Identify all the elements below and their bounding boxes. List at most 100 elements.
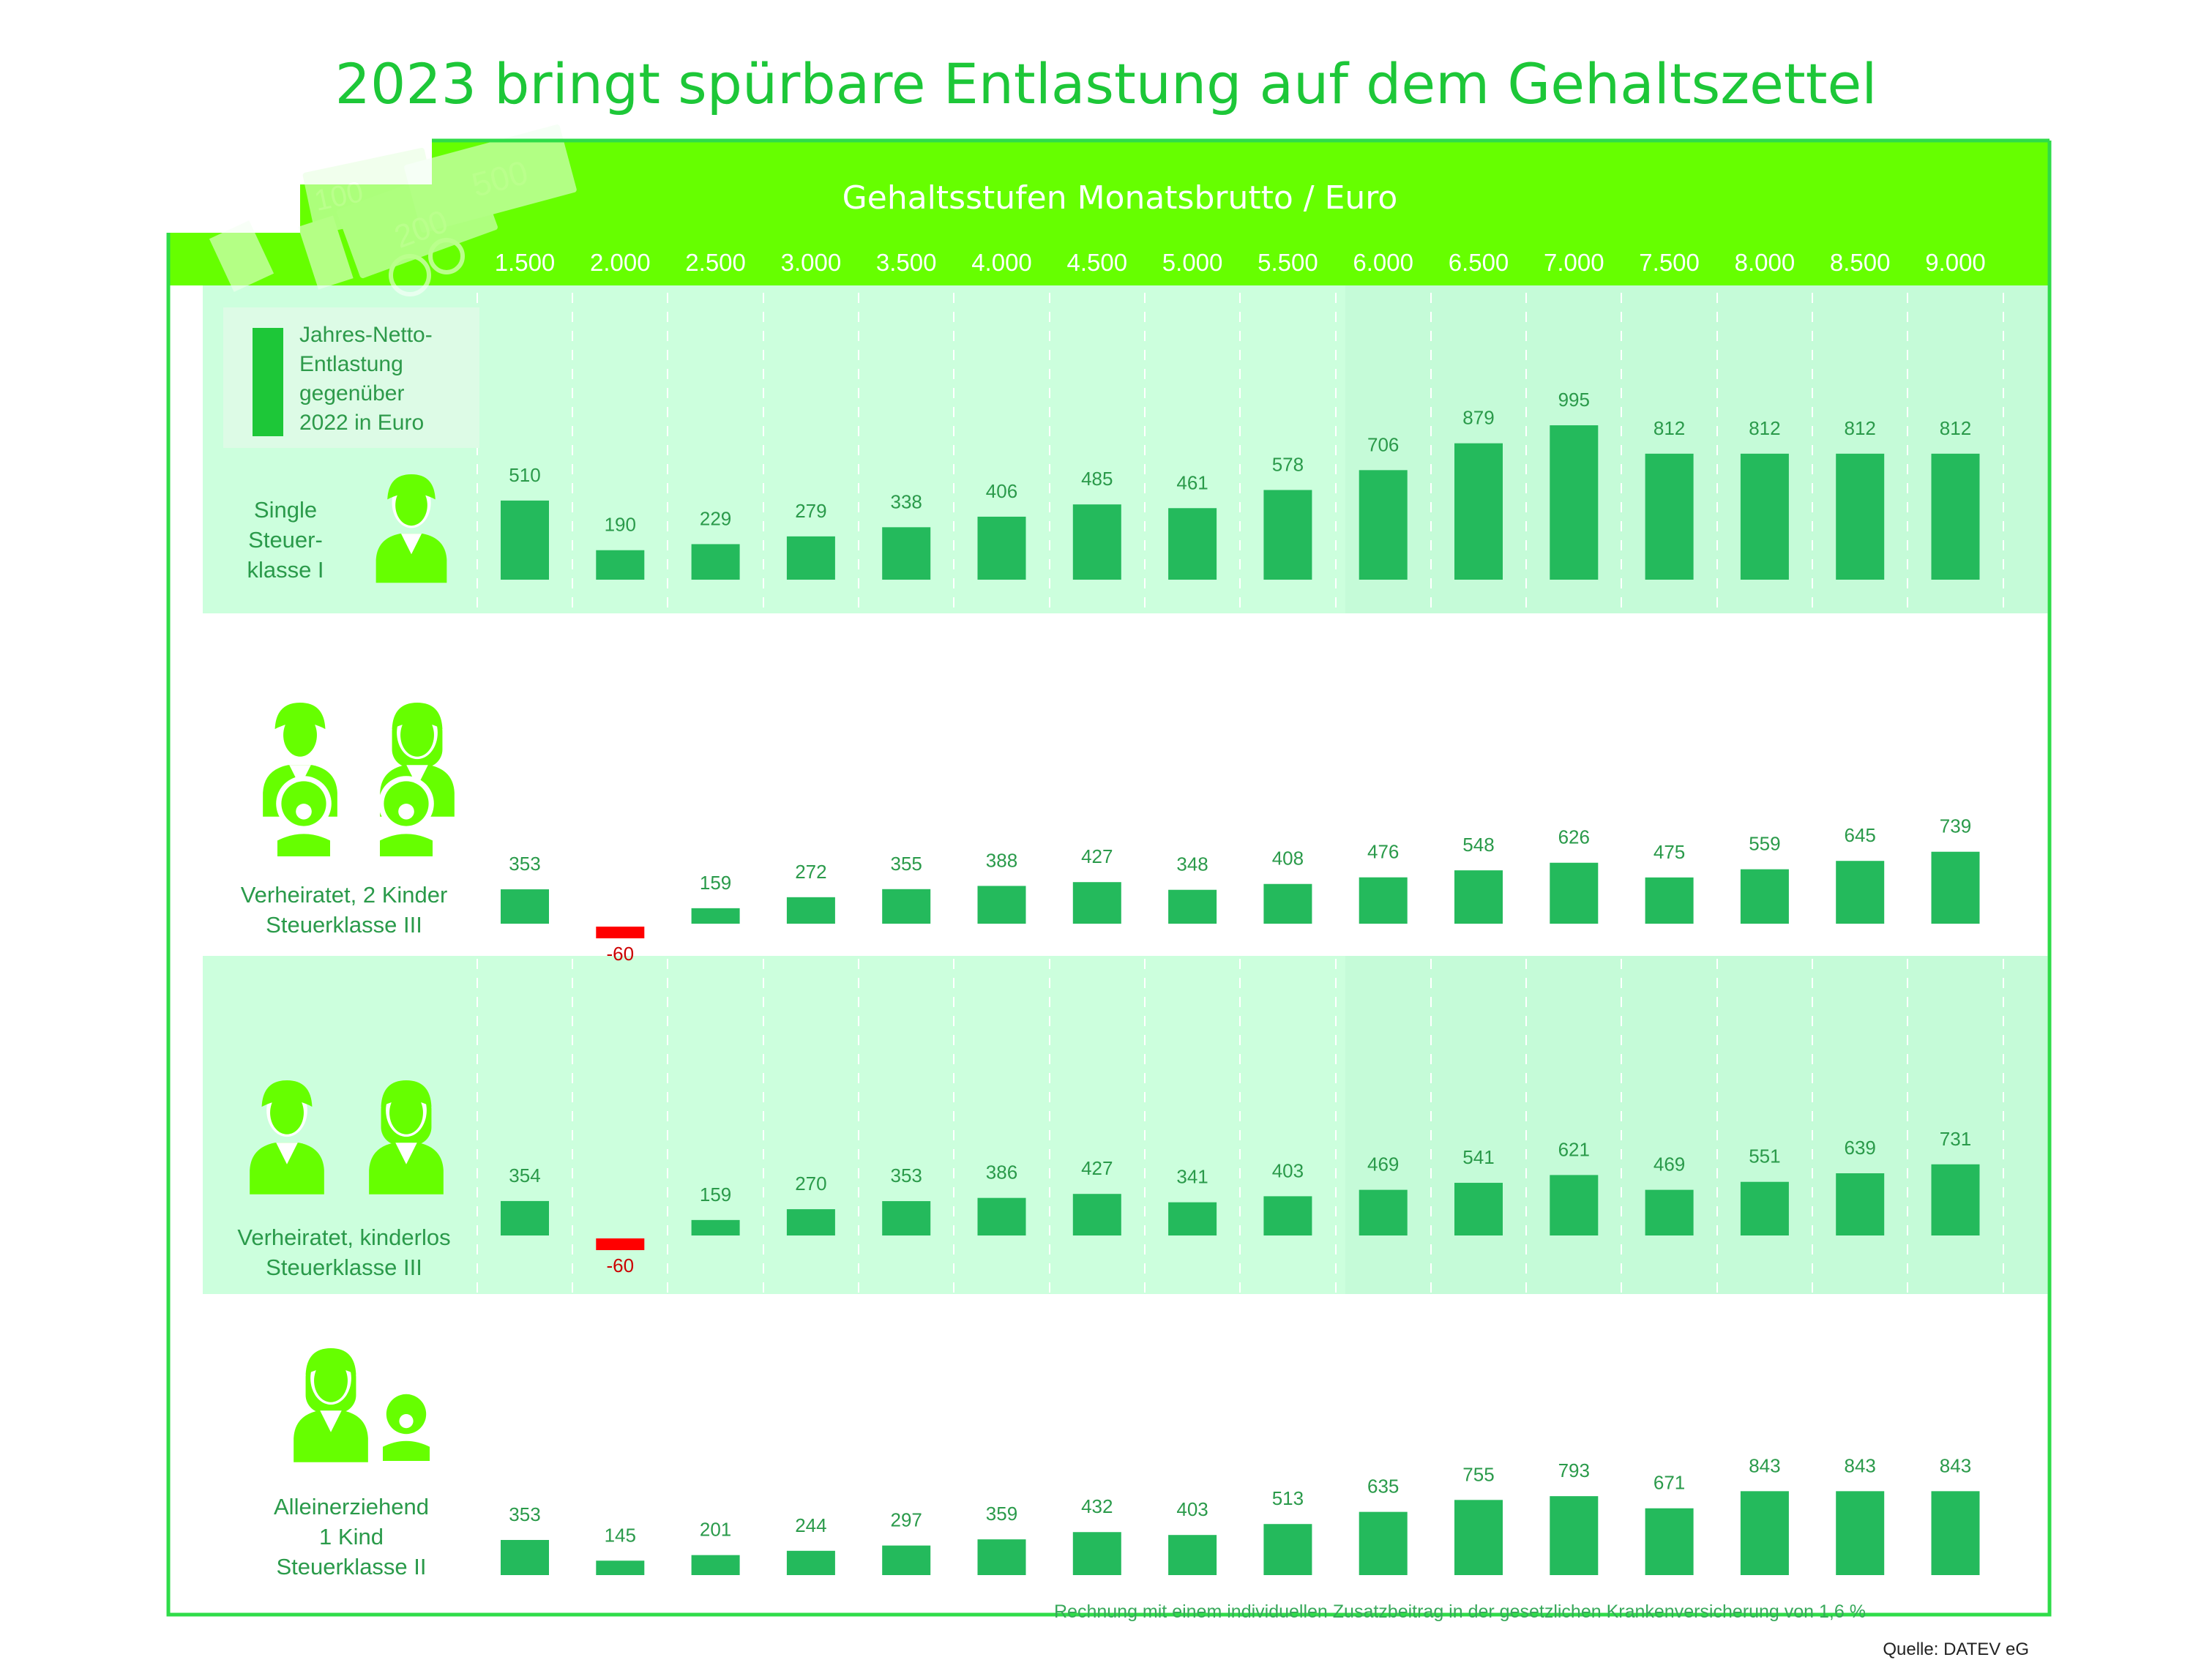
banknote-ring xyxy=(389,254,431,296)
bar-value-label: 731 xyxy=(1940,1128,1971,1150)
bar-value-label: 159 xyxy=(700,872,731,894)
bar-value-label: 272 xyxy=(795,861,826,883)
bar-value-label: 995 xyxy=(1558,389,1590,411)
bar-value-label: 388 xyxy=(986,849,1017,871)
bar-value-label: 510 xyxy=(509,464,540,486)
group-label-single-parent: Alleinerziehend 1 Kind Steuerklasse II xyxy=(274,1494,429,1579)
row-bands xyxy=(203,285,2048,1294)
banknote-500 xyxy=(404,124,577,233)
x-tick-label: 5.000 xyxy=(1162,249,1223,276)
bar-value-label: 244 xyxy=(795,1514,826,1536)
bar xyxy=(1740,1181,1789,1235)
bar xyxy=(1263,883,1312,924)
x-tick-label: 6.500 xyxy=(1449,249,1509,276)
bar xyxy=(1550,425,1599,580)
bar xyxy=(501,500,549,580)
bar xyxy=(1263,490,1312,580)
bar-value-label: 621 xyxy=(1558,1138,1590,1160)
bar-value-label: 297 xyxy=(891,1509,922,1531)
bar xyxy=(1645,1508,1694,1575)
bar-value-label: 353 xyxy=(509,1503,540,1525)
bar-value-label: 338 xyxy=(891,490,922,512)
bar xyxy=(1931,851,1980,924)
single-parent-child-icon xyxy=(381,1389,431,1461)
bar xyxy=(1740,1491,1789,1575)
group-label-single: Single Steuer- klasse I xyxy=(247,497,324,583)
bar xyxy=(1931,1491,1980,1575)
x-tick-label: 2.000 xyxy=(590,249,651,276)
x-tick-label: 9.000 xyxy=(1925,249,1986,276)
banknote-stripe xyxy=(209,220,274,292)
bar-value-label: 201 xyxy=(700,1519,731,1541)
header-band: 500 200 100 Gehaltsstufen Monatsbrutto /… xyxy=(168,124,2050,296)
bar-value-label: 812 xyxy=(1940,417,1971,439)
x-tick-label: 3.000 xyxy=(781,249,842,276)
frame-border xyxy=(166,138,2052,1617)
group-label-family: Verheiratet, 2 Kinder Steuerklasse III xyxy=(240,882,448,938)
bar-value-label: 408 xyxy=(1272,848,1304,870)
banknote-stripe-2 xyxy=(298,215,354,290)
bar-value-label: 354 xyxy=(509,1164,540,1186)
bar-negative xyxy=(596,927,645,938)
bar xyxy=(1072,504,1121,580)
bar xyxy=(1454,870,1503,924)
x-tick-label: 1.500 xyxy=(495,249,556,276)
bar-value-label: 432 xyxy=(1081,1495,1113,1517)
bar-negative xyxy=(596,1238,645,1250)
bar xyxy=(1550,1175,1599,1235)
bar-value-label: 812 xyxy=(1845,417,1876,439)
bar xyxy=(596,1560,645,1575)
bar-value-label: 403 xyxy=(1272,1159,1304,1181)
x-tick-label: 2.500 xyxy=(685,249,746,276)
bar-value-label: 793 xyxy=(1558,1459,1590,1481)
bar xyxy=(786,1550,835,1575)
bar-value-label: 406 xyxy=(986,480,1017,502)
band-shade-couple xyxy=(1345,956,2048,1294)
x-tick-label: 8.000 xyxy=(1735,249,1796,276)
bar xyxy=(1931,453,1980,580)
bar xyxy=(691,1555,740,1575)
x-tick-label: 7.500 xyxy=(1639,249,1700,276)
bar xyxy=(1454,1183,1503,1235)
calculation-note: Rechnung mit einem individuellen Zusatzb… xyxy=(1054,1601,1866,1622)
header-step-shape xyxy=(168,141,2050,285)
bar xyxy=(691,908,740,924)
bar-value-label: 145 xyxy=(605,1524,636,1546)
bar xyxy=(1168,889,1217,924)
bar xyxy=(1263,1196,1312,1235)
bar-value-label: 635 xyxy=(1367,1476,1399,1498)
bar xyxy=(691,1219,740,1235)
bar-value-label: 812 xyxy=(1654,417,1685,439)
legend: Jahres-Netto- Entlastung gegenüber 2022 … xyxy=(223,307,479,448)
legend-text: Jahres-Netto- Entlastung gegenüber 2022 … xyxy=(299,323,433,435)
bar xyxy=(786,897,835,924)
bar-value-label: 485 xyxy=(1081,468,1113,490)
source-label: Quelle: DATEV eG xyxy=(1883,1640,2029,1659)
bar-value-label: 427 xyxy=(1081,845,1113,867)
bar xyxy=(1359,1189,1408,1235)
bar xyxy=(1645,877,1694,924)
bar xyxy=(1931,1164,1980,1235)
bar xyxy=(1836,1173,1885,1235)
bar xyxy=(1359,877,1408,924)
bar xyxy=(1072,1532,1121,1575)
bar-value-label: 548 xyxy=(1462,834,1494,856)
bar xyxy=(1836,1491,1885,1575)
column-gridlines xyxy=(477,293,2004,1574)
bar xyxy=(1168,1202,1217,1235)
bar xyxy=(1454,443,1503,580)
bar-value-label: 513 xyxy=(1272,1487,1304,1509)
legend-swatch xyxy=(253,328,283,436)
bar-value-label: 279 xyxy=(795,500,826,522)
bar-value-label: 341 xyxy=(1176,1166,1208,1188)
bar xyxy=(882,1201,931,1235)
bar-value-label: 353 xyxy=(891,1164,922,1186)
bar-value-label: 348 xyxy=(1176,853,1208,875)
bar-value-label: 190 xyxy=(605,514,636,536)
bar-value-label: 476 xyxy=(1367,841,1399,863)
x-tick-label: 4.000 xyxy=(971,249,1032,276)
bar-value-label: 353 xyxy=(509,853,540,875)
category-labels: 1.500 2.000 2.500 3.000 3.500 4.000 4.500 5.000… xyxy=(495,249,1986,276)
bar-value-label: 812 xyxy=(1749,417,1780,439)
